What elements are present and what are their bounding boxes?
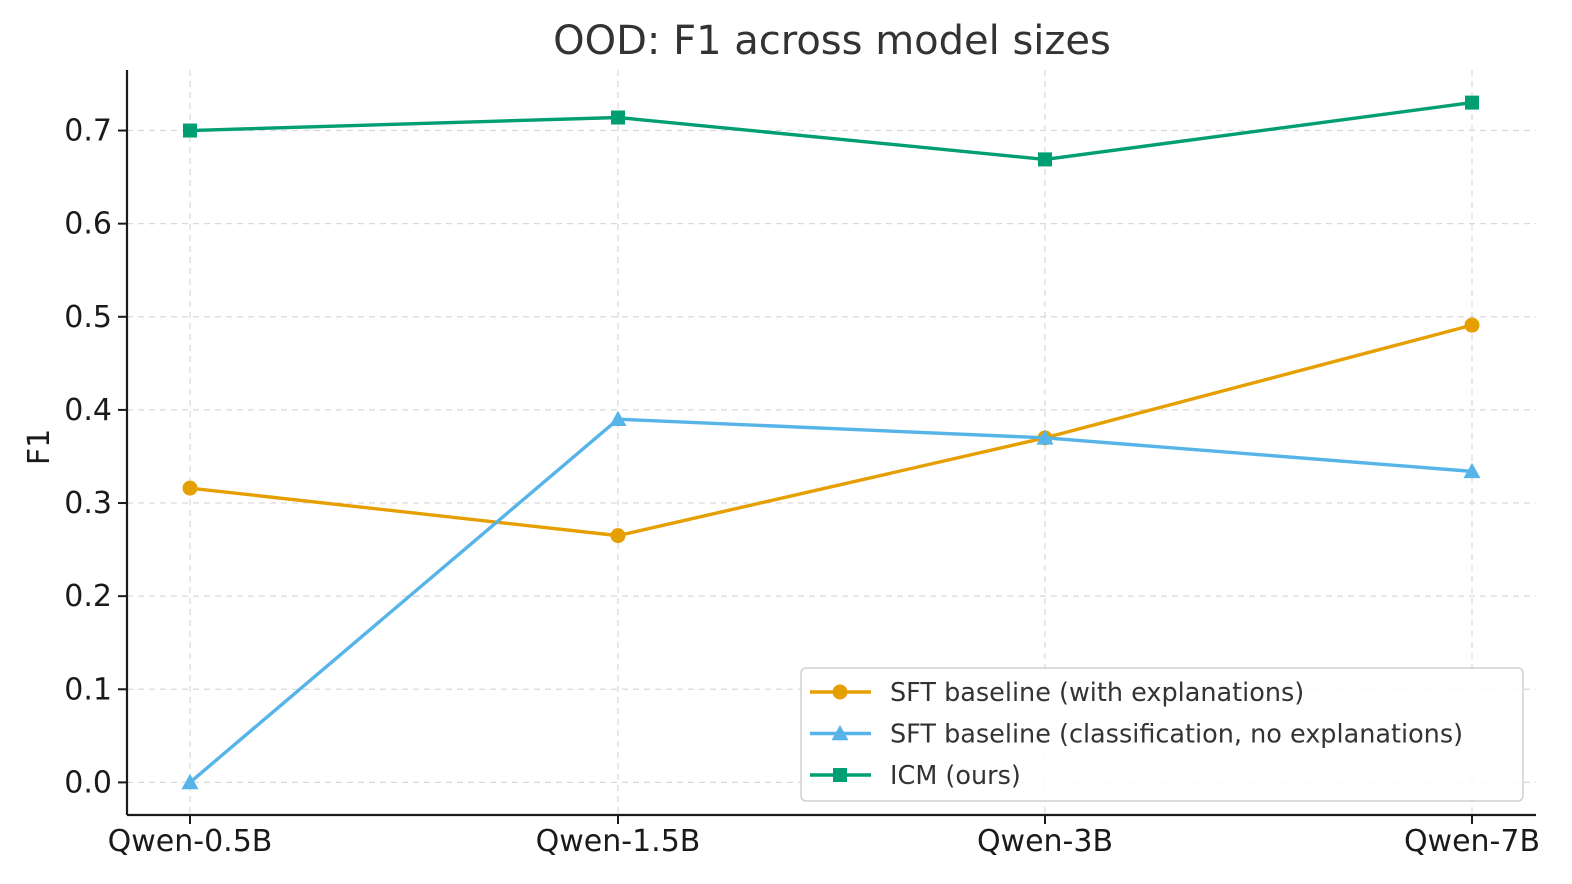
legend: SFT baseline (with explanations) SFT base… (800, 667, 1524, 802)
legend-marker (832, 684, 848, 700)
y-tick-label: 0.1 (64, 672, 112, 707)
data-point (610, 528, 626, 544)
legend-item: ICM (ours) (810, 761, 1021, 791)
data-point (1038, 152, 1052, 167)
series-1 (182, 317, 1480, 544)
y-tick-label: 0.4 (64, 393, 112, 428)
y-axis-label: F1 (22, 429, 57, 465)
legend-label: ICM (ours) (890, 761, 1021, 791)
series-line (189, 100, 1473, 162)
y-tick-label: 0.3 (64, 486, 112, 521)
legend-label: SFT baseline (with explanations) (890, 678, 1304, 708)
y-tick-label: 0.6 (64, 207, 112, 242)
data-point (609, 410, 627, 427)
legend-marker (833, 768, 847, 782)
series-2 (181, 410, 1481, 790)
series-layer (181, 95, 1481, 790)
series-line (188, 417, 1473, 784)
data-point (183, 123, 197, 138)
series-3 (183, 95, 1479, 167)
data-point (1465, 95, 1479, 110)
x-tick-label: Qwen-7B (1404, 824, 1540, 859)
data-point (1463, 462, 1481, 479)
x-tick-label: Qwen-1.5B (536, 824, 701, 859)
legend-box (800, 667, 1524, 802)
x-tick-label: Qwen-3B (977, 824, 1113, 859)
legend-item: SFT baseline (with explanations) (810, 678, 1304, 708)
legend-label: SFT baseline (classification, no explana… (890, 720, 1463, 750)
y-tick-label: 0.7 (64, 114, 112, 149)
chart-title: OOD: F1 across model sizes (553, 18, 1111, 64)
y-tick-label: 0.2 (64, 579, 112, 614)
series-line (189, 323, 1473, 538)
legend-marker (831, 725, 849, 741)
y-tick-label: 0.0 (64, 765, 112, 800)
data-point (611, 110, 625, 125)
data-point (182, 480, 198, 496)
data-point (1464, 317, 1480, 333)
y-tick-label: 0.5 (64, 300, 112, 335)
legend-item: SFT baseline (classification, no explana… (810, 720, 1463, 750)
x-tick-label: Qwen-0.5B (108, 824, 273, 859)
axes: 0.0 0.1 0.2 0.3 0.4 0.5 0.6 0.7 Qwen-0.5B Qwen-1.… (64, 70, 1540, 859)
data-point (181, 773, 199, 790)
data-point (1036, 429, 1054, 445)
